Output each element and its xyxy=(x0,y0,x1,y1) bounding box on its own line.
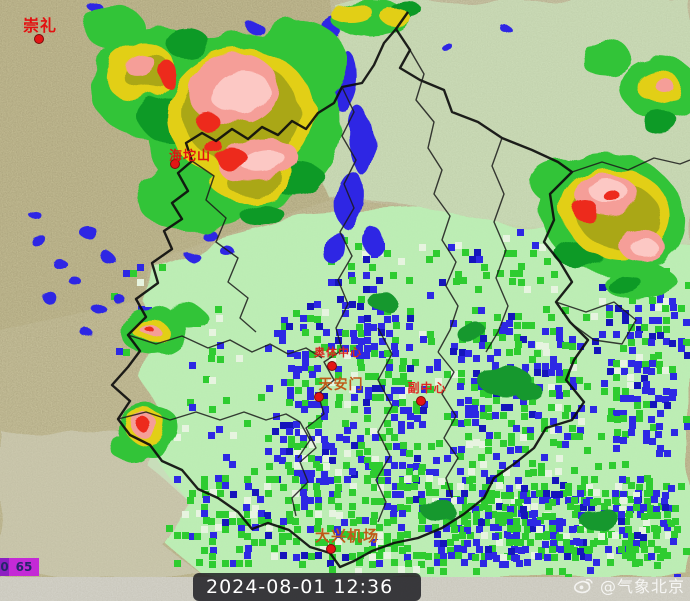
station-dot-haituoshan xyxy=(170,159,180,169)
district-boundary xyxy=(127,334,323,359)
timestamp-bar: 2024-08-01 12:36 xyxy=(193,573,421,601)
station-dot-daxing-airport xyxy=(326,544,336,554)
reflectivity-colorbar: 0 65 xyxy=(0,558,39,576)
weibo-icon xyxy=(573,578,593,594)
boundary-layer xyxy=(110,11,690,569)
storm-cell-west-cell xyxy=(120,305,206,355)
district-boundary xyxy=(409,49,459,353)
district-boundary xyxy=(191,160,257,333)
station-label-fuzhongxin: 副中心 xyxy=(407,380,446,395)
station-label-chongli: 崇礼 xyxy=(23,16,57,35)
district-boundary xyxy=(437,351,459,499)
district-boundary xyxy=(335,86,357,351)
district-boundary xyxy=(117,411,311,459)
station-dot-aoti-zhongxin xyxy=(327,361,337,371)
watermark-text: @气象北京 xyxy=(599,577,685,596)
station-label-daxing-airport: 大兴机场 xyxy=(315,527,379,545)
district-boundary xyxy=(291,349,343,517)
district-boundary xyxy=(555,301,637,345)
storm-cell-nw-storm xyxy=(85,0,422,230)
district-boundary xyxy=(485,137,509,353)
district-boundary xyxy=(375,327,393,523)
storm-cell-sw-cell xyxy=(110,405,181,460)
station-dot-fuzhongxin xyxy=(416,396,426,406)
watermark: @气象北京 xyxy=(573,573,685,597)
timestamp-text: 2024-08-01 12:36 xyxy=(206,576,394,598)
station-label-haituoshan: 海坨山 xyxy=(169,148,211,164)
colorbar-segment: 65 xyxy=(9,558,39,576)
station-dot-tiananmen xyxy=(314,392,324,402)
station-dot-chongli xyxy=(34,34,44,44)
colorbar-segment: 0 xyxy=(0,558,9,576)
district-boundary xyxy=(571,157,690,173)
station-label-aoti-zhongxin: 奥体中心 xyxy=(313,345,362,359)
station-label-tiananmen: 天安门 xyxy=(319,376,364,393)
municipal-boundary xyxy=(110,11,590,569)
storm-cell-ne-storm xyxy=(530,40,690,302)
